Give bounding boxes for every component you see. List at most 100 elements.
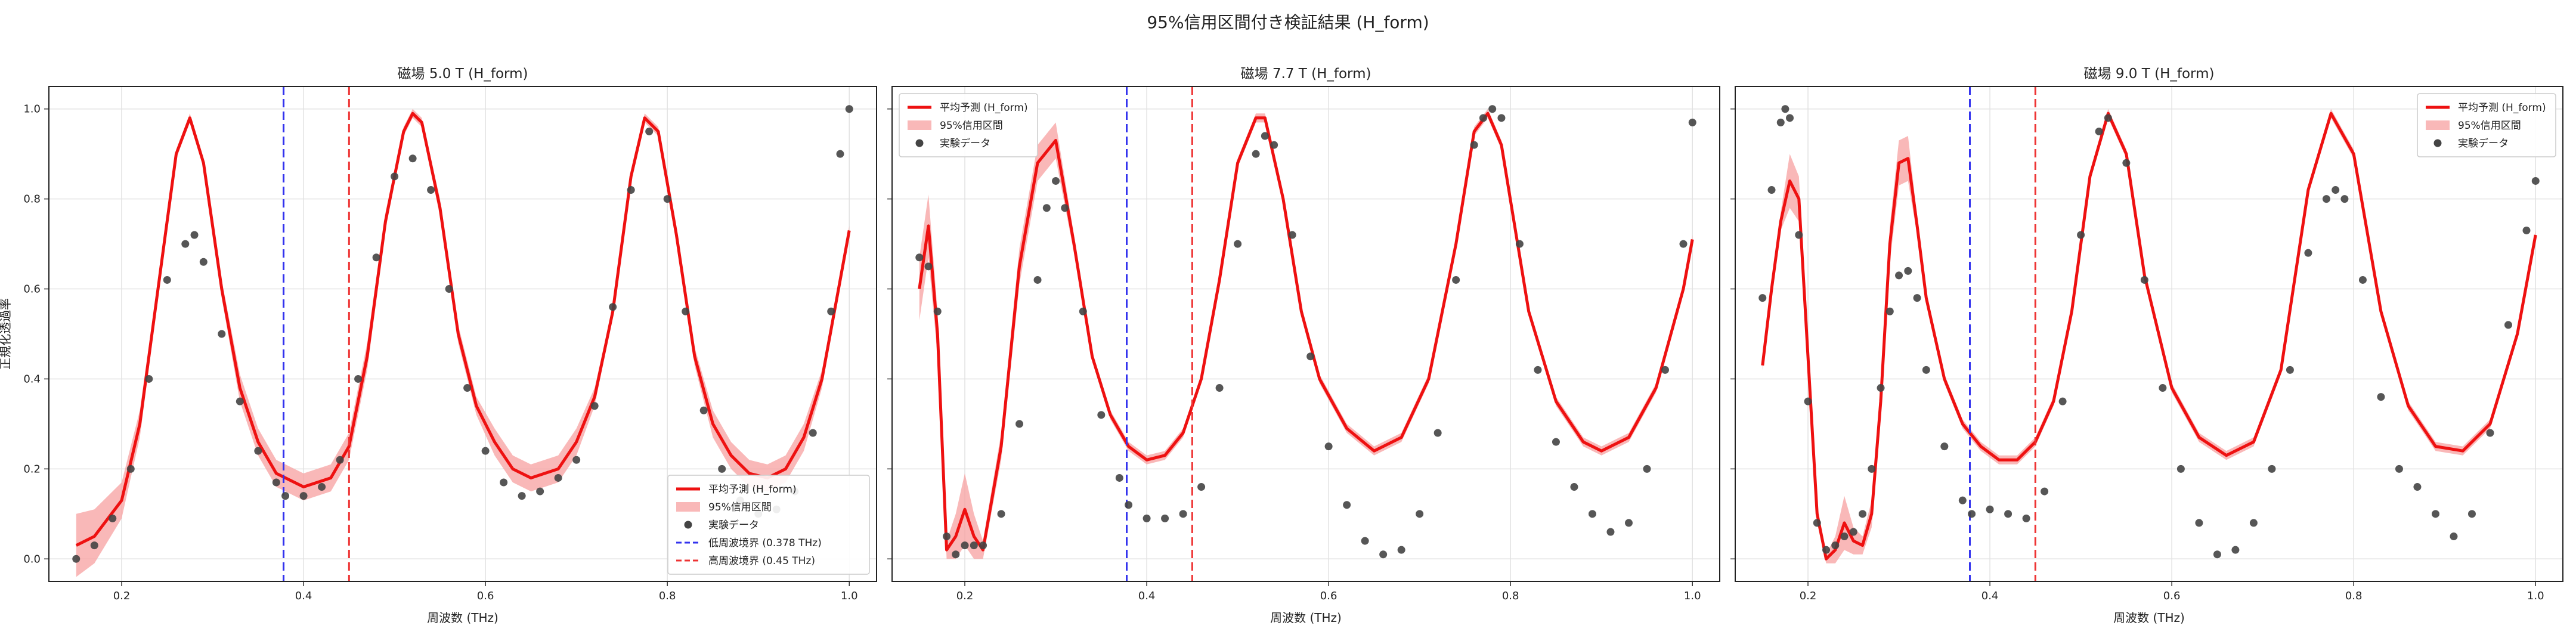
data-point [827,307,835,315]
data-point [627,186,635,194]
x-tick-label: 0.2 [956,590,974,602]
data-point [1940,442,1949,451]
data-point [463,384,472,392]
data-point [1125,501,1133,509]
data-point [554,473,562,482]
y-axis-label: 正規化透過率 [0,298,13,370]
data-point [1859,510,1867,518]
x-tick-label: 0.4 [1981,590,1999,602]
data-point [72,555,80,563]
x-tick-label: 0.6 [2163,590,2181,602]
y-tick-label: 1.0 [23,103,41,116]
x-tick-label: 0.4 [295,590,312,602]
data-point [2332,186,2340,194]
data-point [997,510,1005,518]
data-point [1052,177,1060,185]
data-point [1061,204,1069,212]
data-point [2231,546,2240,554]
data-point [2522,226,2531,234]
legend-label: 95%信用区間 [708,501,772,513]
data-point [1958,496,1967,504]
data-point [2004,510,2012,518]
legend-label: 95%信用区間 [940,120,1003,132]
data-point [372,253,380,262]
legend-frame [2417,93,2556,157]
data-point [915,253,924,262]
data-point [1197,483,1206,491]
data-point [1252,150,1260,158]
data-point [1606,528,1615,536]
plot-frame [1735,86,2563,582]
data-point [1804,397,1812,405]
data-point [2395,465,2403,473]
data-point [1849,528,1857,536]
legend-label: 平均予測 (H_form) [708,484,797,496]
data-point [1552,438,1560,446]
data-point [1781,105,1789,113]
legend-label: 低周波境界 (0.378 THz) [708,537,822,549]
data-point [2322,195,2330,203]
x-tick-label: 1.0 [1684,590,1701,602]
data-point [1767,186,1776,194]
x-tick-label: 0.8 [659,590,676,602]
data-point [572,456,581,464]
data-point [2286,366,2294,374]
data-point [1831,541,1840,550]
data-point [2377,393,2385,401]
data-point [718,465,726,473]
data-point [1470,141,1478,149]
data-point [1643,465,1651,473]
data-point [1913,294,1921,302]
data-point [299,492,308,500]
data-point [1215,384,1224,392]
x-tick-label: 0.8 [2345,590,2363,602]
data-point [699,406,708,414]
data-point [1813,519,1821,527]
data-point [1895,271,1903,280]
data-point [1488,105,1497,113]
data-point [1840,532,1849,541]
data-point [845,105,853,113]
y-tick-label: 0.0 [23,553,41,565]
data-point [1868,465,1876,473]
data-point [2058,397,2067,405]
data-point [318,483,326,491]
subplot-title: 磁場 7.7 T (H_form) [1241,66,1371,82]
data-point [1452,275,1460,284]
legend-label: 95%信用区間 [2458,120,2521,132]
data-point [1534,366,1542,374]
legend-label: 実験データ [708,519,759,531]
data-point [1479,114,1487,122]
legend-label: 平均予測 (H_form) [2458,102,2546,114]
data-point [272,478,280,487]
data-point [1379,550,1388,559]
data-point [1877,384,1885,392]
data-point [933,307,942,315]
plot-frame [891,86,1720,582]
legend-key-points [2433,139,2442,147]
data-point [1042,204,1051,212]
data-point [481,447,490,455]
data-point [1143,514,1151,522]
data-point [2340,195,2349,203]
data-point [682,307,690,315]
subplot-1: 0.2 0.4 0.6 0.8 1.0 0.0 0.2 0.4 0.6 0.8 1.0 磁場 5.0 … [0,66,877,625]
data-point [1588,510,1596,518]
data-point [1822,546,1831,554]
data-point [1033,275,1042,284]
data-point [1097,411,1106,419]
mean-prediction-line [75,112,851,547]
data-point [2413,483,2422,491]
data-point [1397,546,1405,554]
legend-key-band [676,502,700,512]
x-tick-label: 0.6 [477,590,494,602]
data-point [1324,442,1333,451]
data-point [500,478,508,487]
data-point [391,172,399,181]
data-point [1343,501,1351,509]
data-point [2095,127,2103,135]
x-axis-label: 周波数 (THz) [2113,611,2185,625]
